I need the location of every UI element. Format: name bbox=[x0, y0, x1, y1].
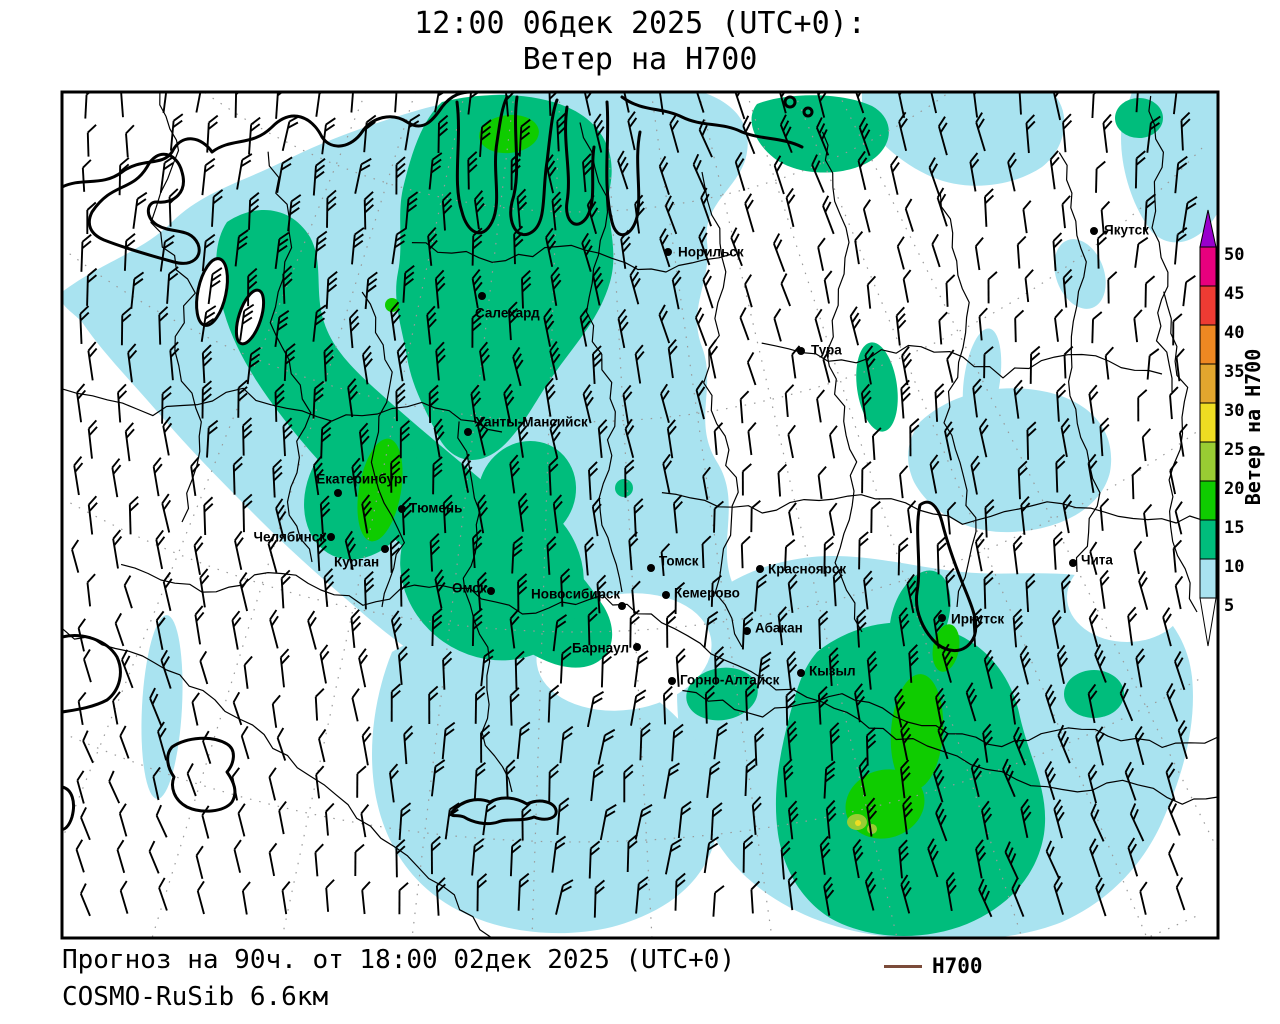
colorbar-tick-label: 15 bbox=[1224, 518, 1244, 538]
city-marker bbox=[487, 587, 495, 595]
city-label: Омск bbox=[452, 581, 487, 596]
city-marker bbox=[664, 248, 672, 256]
city-label: Красноярск bbox=[768, 562, 846, 577]
city-label: Тура bbox=[811, 343, 842, 358]
title-parameter: Ветер на H700 bbox=[522, 42, 758, 77]
city-marker bbox=[1090, 227, 1098, 235]
colorbar-tick-label: 45 bbox=[1224, 284, 1244, 304]
city-marker bbox=[662, 591, 670, 599]
city-label: Норильск bbox=[678, 245, 744, 260]
colorbar-tick-label: 5 bbox=[1224, 596, 1234, 616]
city-markers-layer: Норильск Якутск Тура Салехард Ханты-Мансийск… bbox=[253, 223, 1149, 688]
city-marker bbox=[381, 545, 389, 553]
city-marker bbox=[327, 533, 335, 541]
colorbar-tick-label: 50 bbox=[1224, 245, 1244, 265]
colorbar-title: Ветер на H700 bbox=[1241, 349, 1265, 506]
city-label: Кемерово bbox=[674, 586, 740, 601]
city-marker bbox=[647, 564, 655, 572]
city-marker bbox=[398, 505, 406, 513]
colorbar-tick-label: 20 bbox=[1224, 479, 1244, 499]
footer-block: Прогноз на 90ч. от 18:00 02дек 2025 (UTC… bbox=[62, 942, 735, 1016]
city-label: Иркутск bbox=[951, 612, 1004, 627]
level-legend: H700 bbox=[884, 954, 983, 978]
city-marker bbox=[938, 614, 946, 622]
city-marker bbox=[756, 565, 764, 573]
forecast-lead-text: Прогноз на 90ч. от 18:00 02дек 2025 (UTC… bbox=[62, 945, 736, 975]
city-label: Челябинск bbox=[253, 530, 326, 545]
city-marker bbox=[668, 677, 676, 685]
city-label: Томск bbox=[659, 554, 699, 569]
city-label: Екатеринбург bbox=[316, 472, 408, 487]
colorbar-tick-label: 30 bbox=[1224, 401, 1244, 421]
city-label: Курган bbox=[334, 555, 379, 570]
city-label: Ханты-Мансийск bbox=[475, 415, 588, 430]
city-label: Тюмень bbox=[409, 501, 462, 516]
wind-speed-colorbar: 50 45 40 35 30 25 20 15 10 5 Ветер на H700 bbox=[1199, 209, 1265, 647]
colorbar-tick-label: 40 bbox=[1224, 323, 1244, 343]
city-marker bbox=[478, 292, 486, 300]
city-marker bbox=[633, 643, 641, 651]
city-label: Барнаул bbox=[572, 641, 629, 656]
city-marker bbox=[797, 669, 805, 677]
page-title: 12:00 06дек 2025 (UTC+0): Ветер на H700 bbox=[0, 6, 1280, 78]
city-label: Кызыл bbox=[809, 664, 856, 679]
h700-line-swatch bbox=[884, 964, 922, 968]
city-label: Абакан bbox=[755, 621, 803, 636]
colorbar-tick-label: 25 bbox=[1224, 440, 1244, 460]
city-marker bbox=[334, 489, 342, 497]
city-label: Новосибирск bbox=[531, 587, 620, 602]
coastlines bbox=[62, 92, 978, 831]
city-marker bbox=[797, 347, 805, 355]
city-label: Якутск bbox=[1104, 223, 1149, 238]
city-label: Чита bbox=[1081, 553, 1113, 568]
city-label: Горно-Алтайск bbox=[680, 673, 780, 688]
model-name-text: COSMO-RuSib 6.6км bbox=[62, 982, 329, 1012]
city-marker bbox=[618, 602, 626, 610]
colorbar-tick-label: 10 bbox=[1224, 557, 1244, 577]
title-datetime: 12:00 06дек 2025 (UTC+0): bbox=[414, 6, 866, 41]
wind-barbs-layer bbox=[71, 92, 1218, 918]
city-marker bbox=[464, 428, 472, 436]
colorbar-tick-label: 35 bbox=[1224, 362, 1244, 382]
map-frame bbox=[60, 90, 1220, 940]
city-marker bbox=[743, 627, 751, 635]
city-marker bbox=[1069, 559, 1077, 567]
city-label: Салехард bbox=[475, 306, 540, 321]
h700-legend-label: H700 bbox=[932, 954, 983, 978]
